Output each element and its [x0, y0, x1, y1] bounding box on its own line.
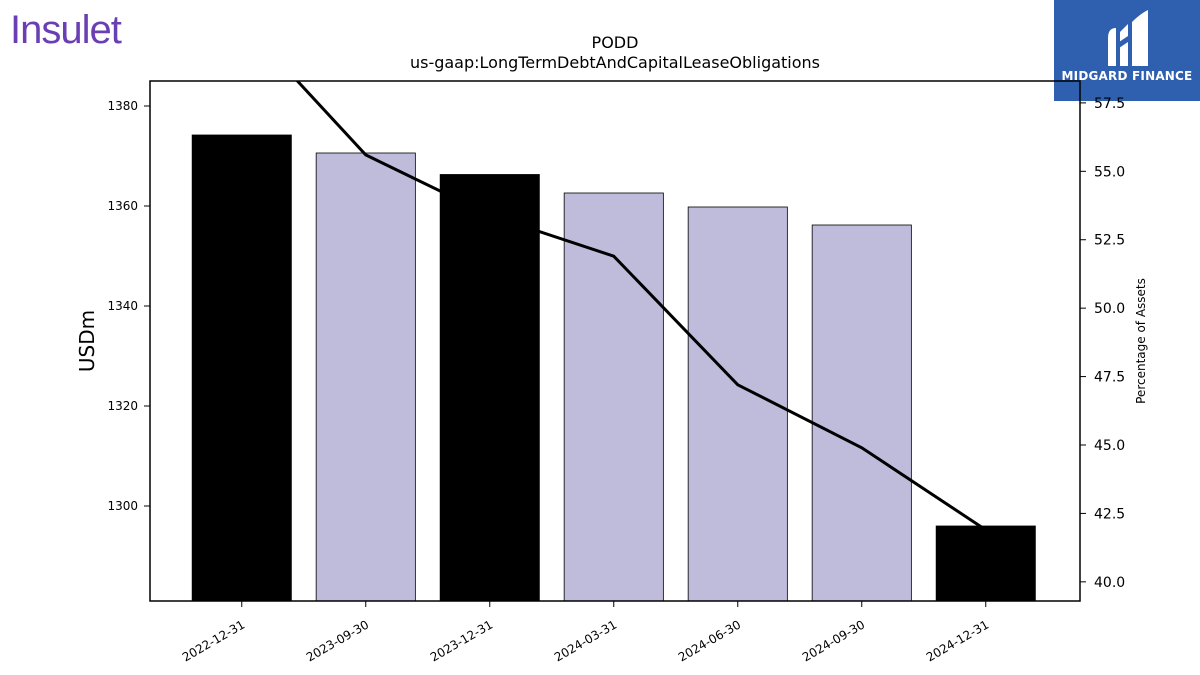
bar-2023-12-31 [439, 174, 540, 602]
bar-2023-09-30 [315, 152, 416, 602]
y2-tick-label: 55.0 [1094, 164, 1125, 180]
y-tick-label: 1320 [107, 399, 138, 413]
chart-subtitle: us-gaap:LongTermDebtAndCapitalLeaseOblig… [410, 53, 820, 72]
percentage-line [295, 81, 987, 532]
x-tick-label: 2023-12-31 [428, 617, 495, 664]
y-tick-label: 1380 [107, 99, 138, 113]
y-axis-left: 1300 1320 1340 1360 1380 [107, 99, 150, 513]
y2-tick-label: 57.5 [1094, 96, 1125, 112]
y2-tick-label: 47.5 [1094, 370, 1125, 386]
bar-2022-12-31 [191, 134, 292, 602]
midgard-finance-badge: MIDGARD FINANCE [1054, 0, 1200, 101]
y2-tick-label: 50.0 [1094, 301, 1125, 317]
bar-series [191, 134, 1036, 602]
y2-tick-label: 52.5 [1094, 233, 1125, 249]
y2-tick-label: 40.0 [1094, 575, 1125, 591]
y-axis-right: 40.0 42.5 45.0 47.5 50.0 52.5 55.0 57.5 [1080, 96, 1125, 591]
company-logo: Insulet [10, 8, 122, 52]
y-axis-label: USDm [75, 310, 99, 372]
chart-title: PODD [592, 33, 639, 52]
x-axis: 2022-12-31 2023-09-30 2023-12-31 2024-03-31… [180, 601, 991, 664]
x-tick-label: 2024-09-30 [800, 617, 867, 664]
y2-tick-label: 45.0 [1094, 438, 1125, 454]
x-tick-label: 2024-12-31 [924, 617, 991, 664]
midgard-logo-icon [1108, 10, 1148, 66]
bar-2024-03-31 [563, 192, 664, 602]
y2-axis-label: Percentage of Assets [1134, 278, 1148, 404]
y-tick-label: 1300 [107, 499, 138, 513]
x-tick-label: 2024-06-30 [676, 617, 743, 664]
bar-2024-06-30 [687, 206, 788, 602]
x-tick-label: 2022-12-31 [180, 617, 247, 664]
x-tick-label: 2023-09-30 [304, 617, 371, 664]
plot-frame [149, 80, 1081, 602]
y-tick-label: 1360 [107, 199, 138, 213]
x-tick-label: 2024-03-31 [552, 617, 619, 664]
bar-2024-09-30 [811, 224, 912, 602]
y2-tick-label: 42.5 [1094, 506, 1125, 522]
badge-label: MIDGARD FINANCE [1061, 69, 1193, 83]
line-series [295, 81, 987, 532]
y-tick-label: 1340 [107, 299, 138, 313]
bar-2024-12-31 [935, 525, 1036, 602]
